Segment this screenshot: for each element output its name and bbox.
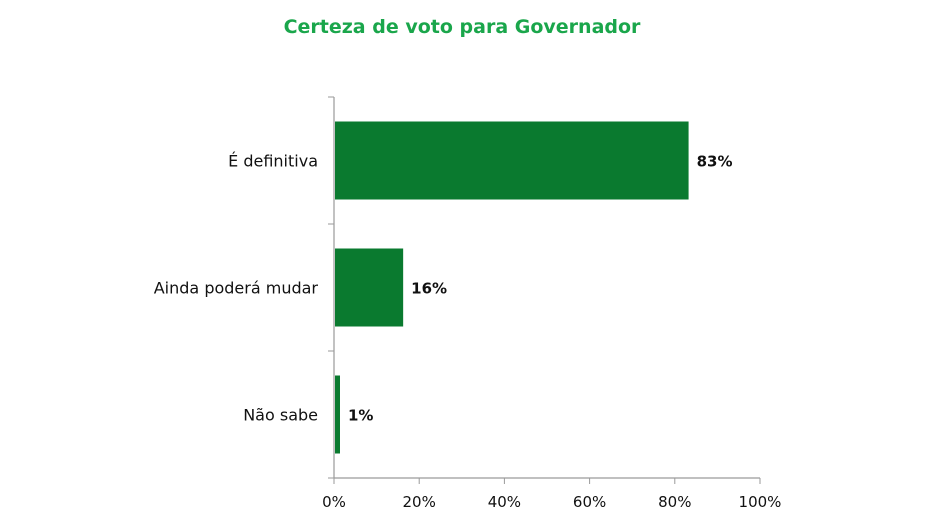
category-labels: É definitiva Ainda poderá mudar Não sabe [154, 152, 319, 425]
x-tick-label: 20% [403, 493, 436, 511]
bars [335, 121, 689, 454]
x-tick-label: 0% [322, 493, 346, 511]
category-label: Ainda poderá mudar [154, 279, 319, 298]
x-axis-ticks: 0% 20% 40% 60% 80% 100% [322, 478, 781, 511]
value-label: 1% [348, 407, 373, 425]
bar [335, 375, 340, 454]
chart-title: Certeza de voto para Governador [283, 16, 641, 38]
x-tick-label: 40% [488, 493, 521, 511]
x-tick-label: 60% [573, 493, 606, 511]
bar [335, 248, 404, 327]
value-label: 16% [411, 280, 447, 298]
bar [335, 121, 689, 200]
x-tick-label: 100% [739, 493, 782, 511]
axes [328, 96, 760, 479]
value-label: 83% [697, 153, 733, 171]
value-labels: 83% 16% 1% [348, 153, 732, 425]
category-label: É definitiva [228, 152, 318, 171]
x-tick-label: 80% [658, 493, 691, 511]
category-label: Não sabe [243, 406, 318, 425]
